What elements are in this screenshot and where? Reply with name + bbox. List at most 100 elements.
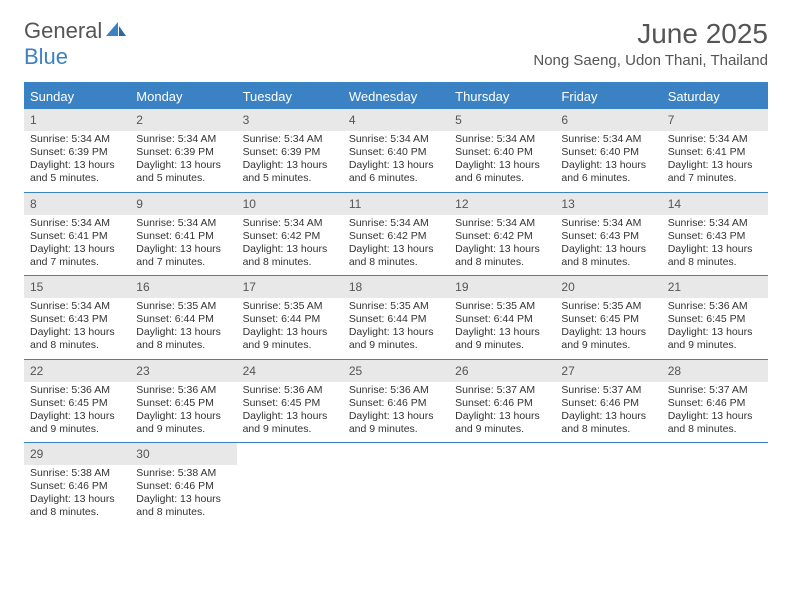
daylight-text: and 5 minutes.: [30, 172, 124, 185]
calendar-cell: 17Sunrise: 5:35 AMSunset: 6:44 PMDayligh…: [237, 276, 343, 359]
daylight-text: Daylight: 13 hours: [561, 410, 655, 423]
sunrise-text: Sunrise: 5:36 AM: [136, 384, 230, 397]
sunset-text: Sunset: 6:45 PM: [136, 397, 230, 410]
daynum-row: 16: [130, 276, 236, 298]
week-row: 8Sunrise: 5:34 AMSunset: 6:41 PMDaylight…: [24, 193, 768, 277]
daynum-row: 17: [237, 276, 343, 298]
sunset-text: Sunset: 6:39 PM: [243, 146, 337, 159]
daylight-text: Daylight: 13 hours: [30, 493, 124, 506]
sunrise-text: Sunrise: 5:34 AM: [30, 300, 124, 313]
calendar-cell: 27Sunrise: 5:37 AMSunset: 6:46 PMDayligh…: [555, 360, 661, 443]
sunrise-text: Sunrise: 5:38 AM: [30, 467, 124, 480]
daylight-text: and 7 minutes.: [136, 256, 230, 269]
daylight-text: Daylight: 13 hours: [455, 243, 549, 256]
daylight-text: Daylight: 13 hours: [455, 326, 549, 339]
day-number: 21: [668, 280, 681, 294]
day-number: 13: [561, 197, 574, 211]
daylight-text: and 7 minutes.: [668, 172, 762, 185]
daylight-text: and 8 minutes.: [668, 256, 762, 269]
daylight-text: Daylight: 13 hours: [30, 410, 124, 423]
daylight-text: Daylight: 13 hours: [243, 326, 337, 339]
sunrise-text: Sunrise: 5:34 AM: [136, 217, 230, 230]
sunrise-text: Sunrise: 5:34 AM: [668, 133, 762, 146]
sunrise-text: Sunrise: 5:37 AM: [455, 384, 549, 397]
calendar-cell: 20Sunrise: 5:35 AMSunset: 6:45 PMDayligh…: [555, 276, 661, 359]
calendar-cell: 26Sunrise: 5:37 AMSunset: 6:46 PMDayligh…: [449, 360, 555, 443]
day-number: 4: [349, 113, 356, 127]
week-row: 1Sunrise: 5:34 AMSunset: 6:39 PMDaylight…: [24, 109, 768, 193]
logo-text: General Blue: [24, 18, 128, 70]
daylight-text: Daylight: 13 hours: [136, 326, 230, 339]
sunrise-text: Sunrise: 5:38 AM: [136, 467, 230, 480]
daylight-text: Daylight: 13 hours: [455, 159, 549, 172]
sunset-text: Sunset: 6:46 PM: [668, 397, 762, 410]
daylight-text: and 7 minutes.: [30, 256, 124, 269]
day-number: 8: [30, 197, 37, 211]
daynum-row: 9: [130, 193, 236, 215]
calendar-cell: 14Sunrise: 5:34 AMSunset: 6:43 PMDayligh…: [662, 193, 768, 276]
sunrise-text: Sunrise: 5:35 AM: [455, 300, 549, 313]
daylight-text: Daylight: 13 hours: [136, 243, 230, 256]
calendar-cell: 9Sunrise: 5:34 AMSunset: 6:41 PMDaylight…: [130, 193, 236, 276]
sunrise-text: Sunrise: 5:36 AM: [668, 300, 762, 313]
daylight-text: Daylight: 13 hours: [30, 326, 124, 339]
calendar-cell: 15Sunrise: 5:34 AMSunset: 6:43 PMDayligh…: [24, 276, 130, 359]
day-number: 29: [30, 447, 43, 461]
day-number: 12: [455, 197, 468, 211]
daylight-text: and 9 minutes.: [243, 423, 337, 436]
daylight-text: Daylight: 13 hours: [30, 159, 124, 172]
daylight-text: and 9 minutes.: [561, 339, 655, 352]
daynum-row: 2: [130, 109, 236, 131]
day-number: 15: [30, 280, 43, 294]
daylight-text: and 9 minutes.: [243, 339, 337, 352]
daynum-row: 12: [449, 193, 555, 215]
calendar-cell: 23Sunrise: 5:36 AMSunset: 6:45 PMDayligh…: [130, 360, 236, 443]
day-header: Monday: [130, 84, 236, 109]
daylight-text: and 8 minutes.: [136, 339, 230, 352]
daylight-text: Daylight: 13 hours: [668, 410, 762, 423]
day-number: 23: [136, 364, 149, 378]
calendar-cell: 2Sunrise: 5:34 AMSunset: 6:39 PMDaylight…: [130, 109, 236, 192]
daylight-text: and 6 minutes.: [349, 172, 443, 185]
daylight-text: and 9 minutes.: [455, 423, 549, 436]
day-number: 19: [455, 280, 468, 294]
sunrise-text: Sunrise: 5:34 AM: [243, 133, 337, 146]
calendar-cell: 22Sunrise: 5:36 AMSunset: 6:45 PMDayligh…: [24, 360, 130, 443]
day-number: 5: [455, 113, 462, 127]
daynum-row: 18: [343, 276, 449, 298]
daylight-text: and 8 minutes.: [668, 423, 762, 436]
sunrise-text: Sunrise: 5:36 AM: [243, 384, 337, 397]
daynum-row: 23: [130, 360, 236, 382]
sunset-text: Sunset: 6:46 PM: [136, 480, 230, 493]
calendar-cell: 10Sunrise: 5:34 AMSunset: 6:42 PMDayligh…: [237, 193, 343, 276]
daylight-text: and 8 minutes.: [30, 506, 124, 519]
day-number: 7: [668, 113, 675, 127]
daylight-text: and 8 minutes.: [455, 256, 549, 269]
day-number: 17: [243, 280, 256, 294]
daylight-text: and 9 minutes.: [349, 423, 443, 436]
calendar-cell: 25Sunrise: 5:36 AMSunset: 6:46 PMDayligh…: [343, 360, 449, 443]
daylight-text: and 8 minutes.: [243, 256, 337, 269]
daynum-row: 19: [449, 276, 555, 298]
day-number: 1: [30, 113, 37, 127]
day-number: 30: [136, 447, 149, 461]
calendar-cell: [662, 443, 768, 526]
day-number: 27: [561, 364, 574, 378]
day-header-row: Sunday Monday Tuesday Wednesday Thursday…: [24, 84, 768, 109]
sunrise-text: Sunrise: 5:34 AM: [30, 217, 124, 230]
sunset-text: Sunset: 6:46 PM: [561, 397, 655, 410]
daynum-row: 30: [130, 443, 236, 465]
calendar: Sunday Monday Tuesday Wednesday Thursday…: [24, 82, 768, 526]
calendar-cell: 6Sunrise: 5:34 AMSunset: 6:40 PMDaylight…: [555, 109, 661, 192]
calendar-cell: 11Sunrise: 5:34 AMSunset: 6:42 PMDayligh…: [343, 193, 449, 276]
sunset-text: Sunset: 6:41 PM: [668, 146, 762, 159]
sunset-text: Sunset: 6:42 PM: [243, 230, 337, 243]
daylight-text: Daylight: 13 hours: [243, 243, 337, 256]
sunset-text: Sunset: 6:39 PM: [136, 146, 230, 159]
daylight-text: Daylight: 13 hours: [668, 326, 762, 339]
daynum-row: 1: [24, 109, 130, 131]
sunrise-text: Sunrise: 5:34 AM: [455, 133, 549, 146]
sunrise-text: Sunrise: 5:34 AM: [668, 217, 762, 230]
sunrise-text: Sunrise: 5:34 AM: [561, 217, 655, 230]
header: General Blue June 2025 Nong Saeng, Udon …: [24, 18, 768, 70]
